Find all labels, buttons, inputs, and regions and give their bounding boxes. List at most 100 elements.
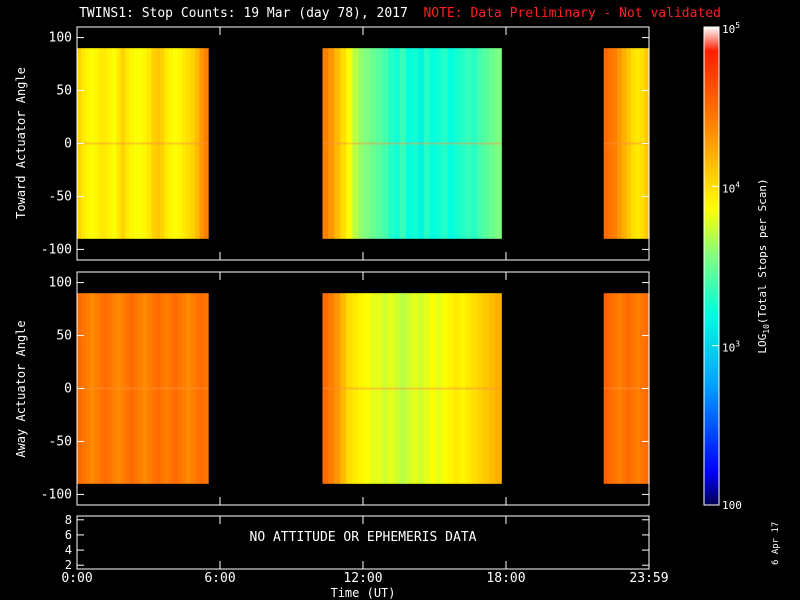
away-cell [177,293,183,484]
toward-cell [617,48,623,239]
colorbar-tick-exponent: 5 [735,21,740,30]
toward-cell [388,48,395,239]
no-data-message: NO ATTITUDE OR EPHEMERIS DATA [250,530,477,545]
toward-cell [346,48,353,239]
colorbar-tick-base: 10 [722,342,735,355]
away-cell [334,293,341,484]
toward-cell [612,48,618,239]
toward-cell [376,48,383,239]
away-zero-angle-band [603,387,649,390]
toward-cell [621,48,627,239]
away-cell [164,293,170,484]
colorbar-tick-label: 105 [722,21,740,36]
toward-cell [411,48,419,239]
away-cell [405,293,413,484]
toward-cell [429,48,437,239]
toward-cell [190,48,196,239]
toward-cell [107,48,113,239]
toward-cell [155,48,161,239]
toward-cell [630,48,637,239]
away-cell [612,293,618,484]
y-tick-label: 50 [56,329,72,344]
time-axis-label: Time (UT) [330,586,395,600]
away-cell [103,293,109,484]
title-text: TWINS1: Stop Counts: 19 Mar (day 78), 20… [79,6,408,21]
toward-cell [435,48,443,239]
away-cell [411,293,419,484]
toward-zero-angle-band [603,142,649,145]
away-cell [340,293,347,484]
toward-cell [608,48,614,239]
toward-cell [328,48,335,239]
away-cell [441,293,449,484]
toward-cell [358,48,365,239]
toward-cell [635,48,641,239]
away-cell [160,293,165,484]
away-cell [133,293,139,484]
page-title: TWINS1: Stop Counts: 19 Mar (day 78), 20… [0,6,800,21]
y-tick-label: 50 [56,84,72,99]
y-tick-label: 6 [65,528,72,542]
away-cell [142,293,148,484]
toward-cell [181,48,187,239]
toward-cell [168,48,174,239]
y-tick-label: 2 [65,558,72,572]
away-cell [146,293,152,484]
toward-cell [477,48,484,239]
toward-cell [186,48,192,239]
away-cell [364,293,371,484]
toward-cell [142,48,148,239]
colorbar-tick-exponent: 3 [735,340,740,349]
toward-cell [459,48,467,239]
toward-cell [453,48,461,239]
away-cell [352,293,359,484]
away-cell [393,293,401,484]
away-cell [417,293,425,484]
y-tick-label: 100 [49,276,72,291]
away-cell [98,293,104,484]
toward-panel: -100 -50 0 50 100 Toward Actuator Angle [14,26,650,261]
away-cell [477,293,484,484]
toward-cell [203,48,209,239]
colorbar-label: LOG10(Total Stops per Scan) [756,178,771,353]
x-tick-label: 12:00 [343,571,382,586]
away-cell [399,293,407,484]
x-tick-label: 6:00 [204,571,235,586]
away-cell [151,293,157,484]
y-tick-label: 100 [49,31,72,46]
date-stamp: 6 Apr 17 [771,521,781,565]
toward-cell [160,48,165,239]
colorbar-label-suffix: (Total Stops per Scan) [756,178,769,324]
away-cell [495,293,502,484]
away-cell [90,293,96,484]
toward-cell [98,48,104,239]
preliminary-note: NOTE: Data Preliminary - Not validated [423,6,721,21]
y-tick-label: -50 [49,189,72,204]
away-cell [125,293,131,484]
away-ylabel: Away Actuator Angle [14,320,28,457]
away-cell [489,293,496,484]
colorbar-tick-base: 100 [722,499,742,512]
away-zero-angle-band [77,387,209,390]
toward-cell [471,48,478,239]
colorbar-tick-base: 10 [722,182,735,195]
colorbar-tick-label: 104 [722,180,740,195]
away-cell [635,293,641,484]
toward-cell [483,48,490,239]
toward-cell [133,48,139,239]
toward-cell [393,48,401,239]
away-cell [346,293,353,484]
away-cell [429,293,437,484]
colorbar-label-sub: 10 [762,324,771,334]
toward-cell [120,48,126,239]
toward-cell [164,48,170,239]
toward-zero-angle-band [322,142,502,145]
y-tick-label: -100 [41,487,72,502]
away-cell [459,293,467,484]
away-cell [116,293,122,484]
toward-cell [177,48,183,239]
away-cell [190,293,196,484]
